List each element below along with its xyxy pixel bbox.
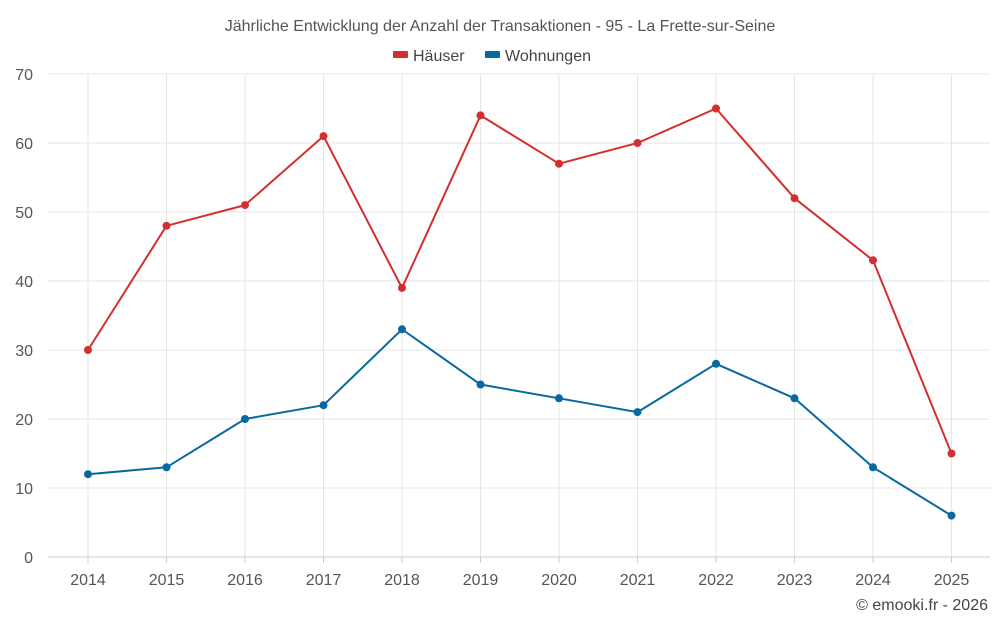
data-point-haeuser[interactable] [241,201,249,210]
x-tick-label: 2023 [777,572,813,589]
data-point-haeuser[interactable] [869,256,877,265]
data-point-haeuser[interactable] [555,159,563,168]
series [84,104,956,520]
legend-item-wohnungen[interactable]: Wohnungen [485,48,591,65]
data-point-haeuser[interactable] [712,104,720,113]
axes: 0 10 20 30 40 50 60 70 2014 2015 2016 2017 2018 2019 2… [15,67,990,589]
legend-swatch-haeuser [393,51,408,58]
data-point-haeuser[interactable] [476,111,485,120]
data-point-haeuser[interactable] [319,132,328,141]
y-tick-label: 70 [15,67,33,84]
x-tick-label: 2014 [70,572,106,589]
data-point-wohnungen[interactable] [162,463,171,472]
y-tick-label: 40 [15,274,33,291]
y-tick-label: 50 [15,205,33,222]
legend-swatch-wohnungen [485,51,500,58]
y-tick-label: 30 [15,343,33,360]
data-point-haeuser[interactable] [162,221,171,230]
legend: Häuser Wohnungen [393,48,591,65]
series-haeuser [84,104,956,458]
data-point-wohnungen[interactable] [633,408,642,417]
x-tick-label: 2015 [149,572,185,589]
data-point-wohnungen[interactable] [398,325,406,334]
data-point-haeuser[interactable] [633,139,642,147]
x-tick-label: 2019 [463,572,499,589]
y-tick-label: 20 [15,412,33,429]
x-tick-label: 2025 [934,572,970,589]
data-point-wohnungen[interactable] [319,401,328,410]
data-point-wohnungen[interactable] [947,511,956,520]
data-point-haeuser[interactable] [790,194,799,203]
x-tick-label: 2022 [698,572,734,589]
chart-title: Jährliche Entwicklung der Anzahl der Tra… [225,18,776,35]
y-tick-label: 0 [24,550,33,567]
series-line-haeuser [87,107,953,454]
data-point-haeuser[interactable] [947,449,956,458]
legend-item-haeuser[interactable]: Häuser [393,48,465,65]
data-point-wohnungen[interactable] [476,380,485,389]
data-point-haeuser[interactable] [398,283,406,292]
y-tick-label: 60 [15,136,33,153]
x-tick-label: 2021 [620,572,656,589]
y-tick-label: 10 [15,481,33,498]
legend-label-wohnungen: Wohnungen [505,48,591,65]
x-tick-label: 2024 [855,572,891,589]
data-point-wohnungen[interactable] [790,394,799,403]
x-tick-label: 2018 [384,572,420,589]
data-point-wohnungen[interactable] [241,415,249,423]
data-point-wohnungen[interactable] [555,394,563,403]
data-point-haeuser[interactable] [84,346,92,354]
data-point-wohnungen[interactable] [84,470,92,479]
series-wohnungen [84,325,956,520]
x-tick-label: 2020 [541,572,577,589]
data-point-wohnungen[interactable] [712,359,720,368]
grid [48,73,990,557]
data-point-wohnungen[interactable] [869,463,877,472]
credit-text: © emooki.fr - 2026 [856,597,988,614]
series-line-wohnungen [87,328,953,517]
legend-label-haeuser: Häuser [413,48,465,65]
x-tick-label: 2016 [227,572,263,589]
x-tick-label: 2017 [306,572,342,589]
